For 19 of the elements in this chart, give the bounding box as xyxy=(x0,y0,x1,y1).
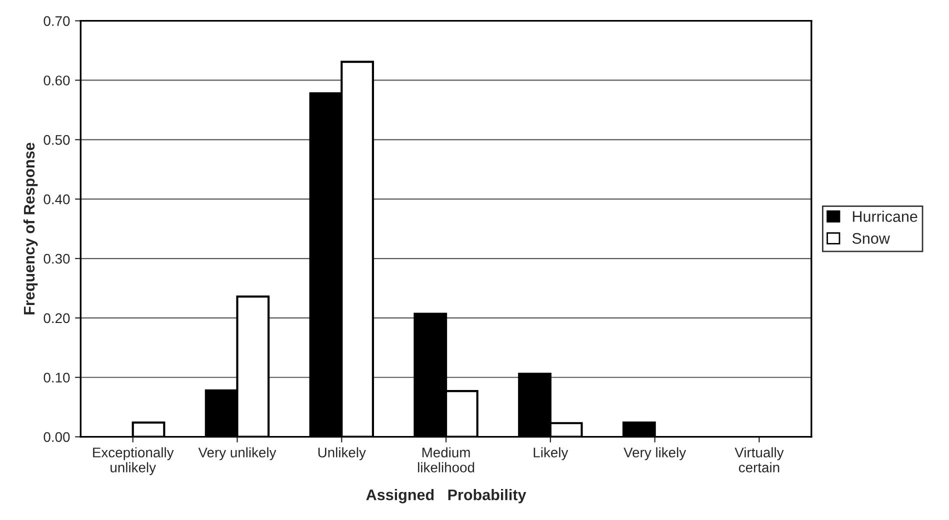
legend-label: Hurricane xyxy=(852,210,918,222)
y-tick-label: 0.00 xyxy=(44,432,70,442)
y-tick-label: 0.20 xyxy=(44,313,70,324)
y-tick-label: 0.70 xyxy=(44,16,70,26)
x-tick-label: Likely xyxy=(534,447,568,460)
x-tick-label: Medium likelihood xyxy=(418,447,474,472)
legend-label: Snow xyxy=(852,233,890,244)
y-axis-title: Frequency of Response xyxy=(23,142,38,314)
x-tick-label: Exceptionally unlikely xyxy=(93,447,174,476)
y-tick-label: 0.50 xyxy=(44,134,70,145)
y-tick-label: 0.10 xyxy=(44,372,70,383)
x-tick-label: Unlikely xyxy=(318,447,366,460)
y-tick-label: 0.40 xyxy=(44,194,70,204)
x-tick-label: Very likely xyxy=(624,447,686,460)
x-tick-label: Virtually certain xyxy=(734,447,784,472)
y-tick-label: 0.60 xyxy=(44,76,70,86)
y-tick-label: 0.30 xyxy=(44,254,70,264)
x-axis-title: Assigned Probability xyxy=(366,489,526,504)
x-tick-label: Very unlikely xyxy=(198,447,276,460)
